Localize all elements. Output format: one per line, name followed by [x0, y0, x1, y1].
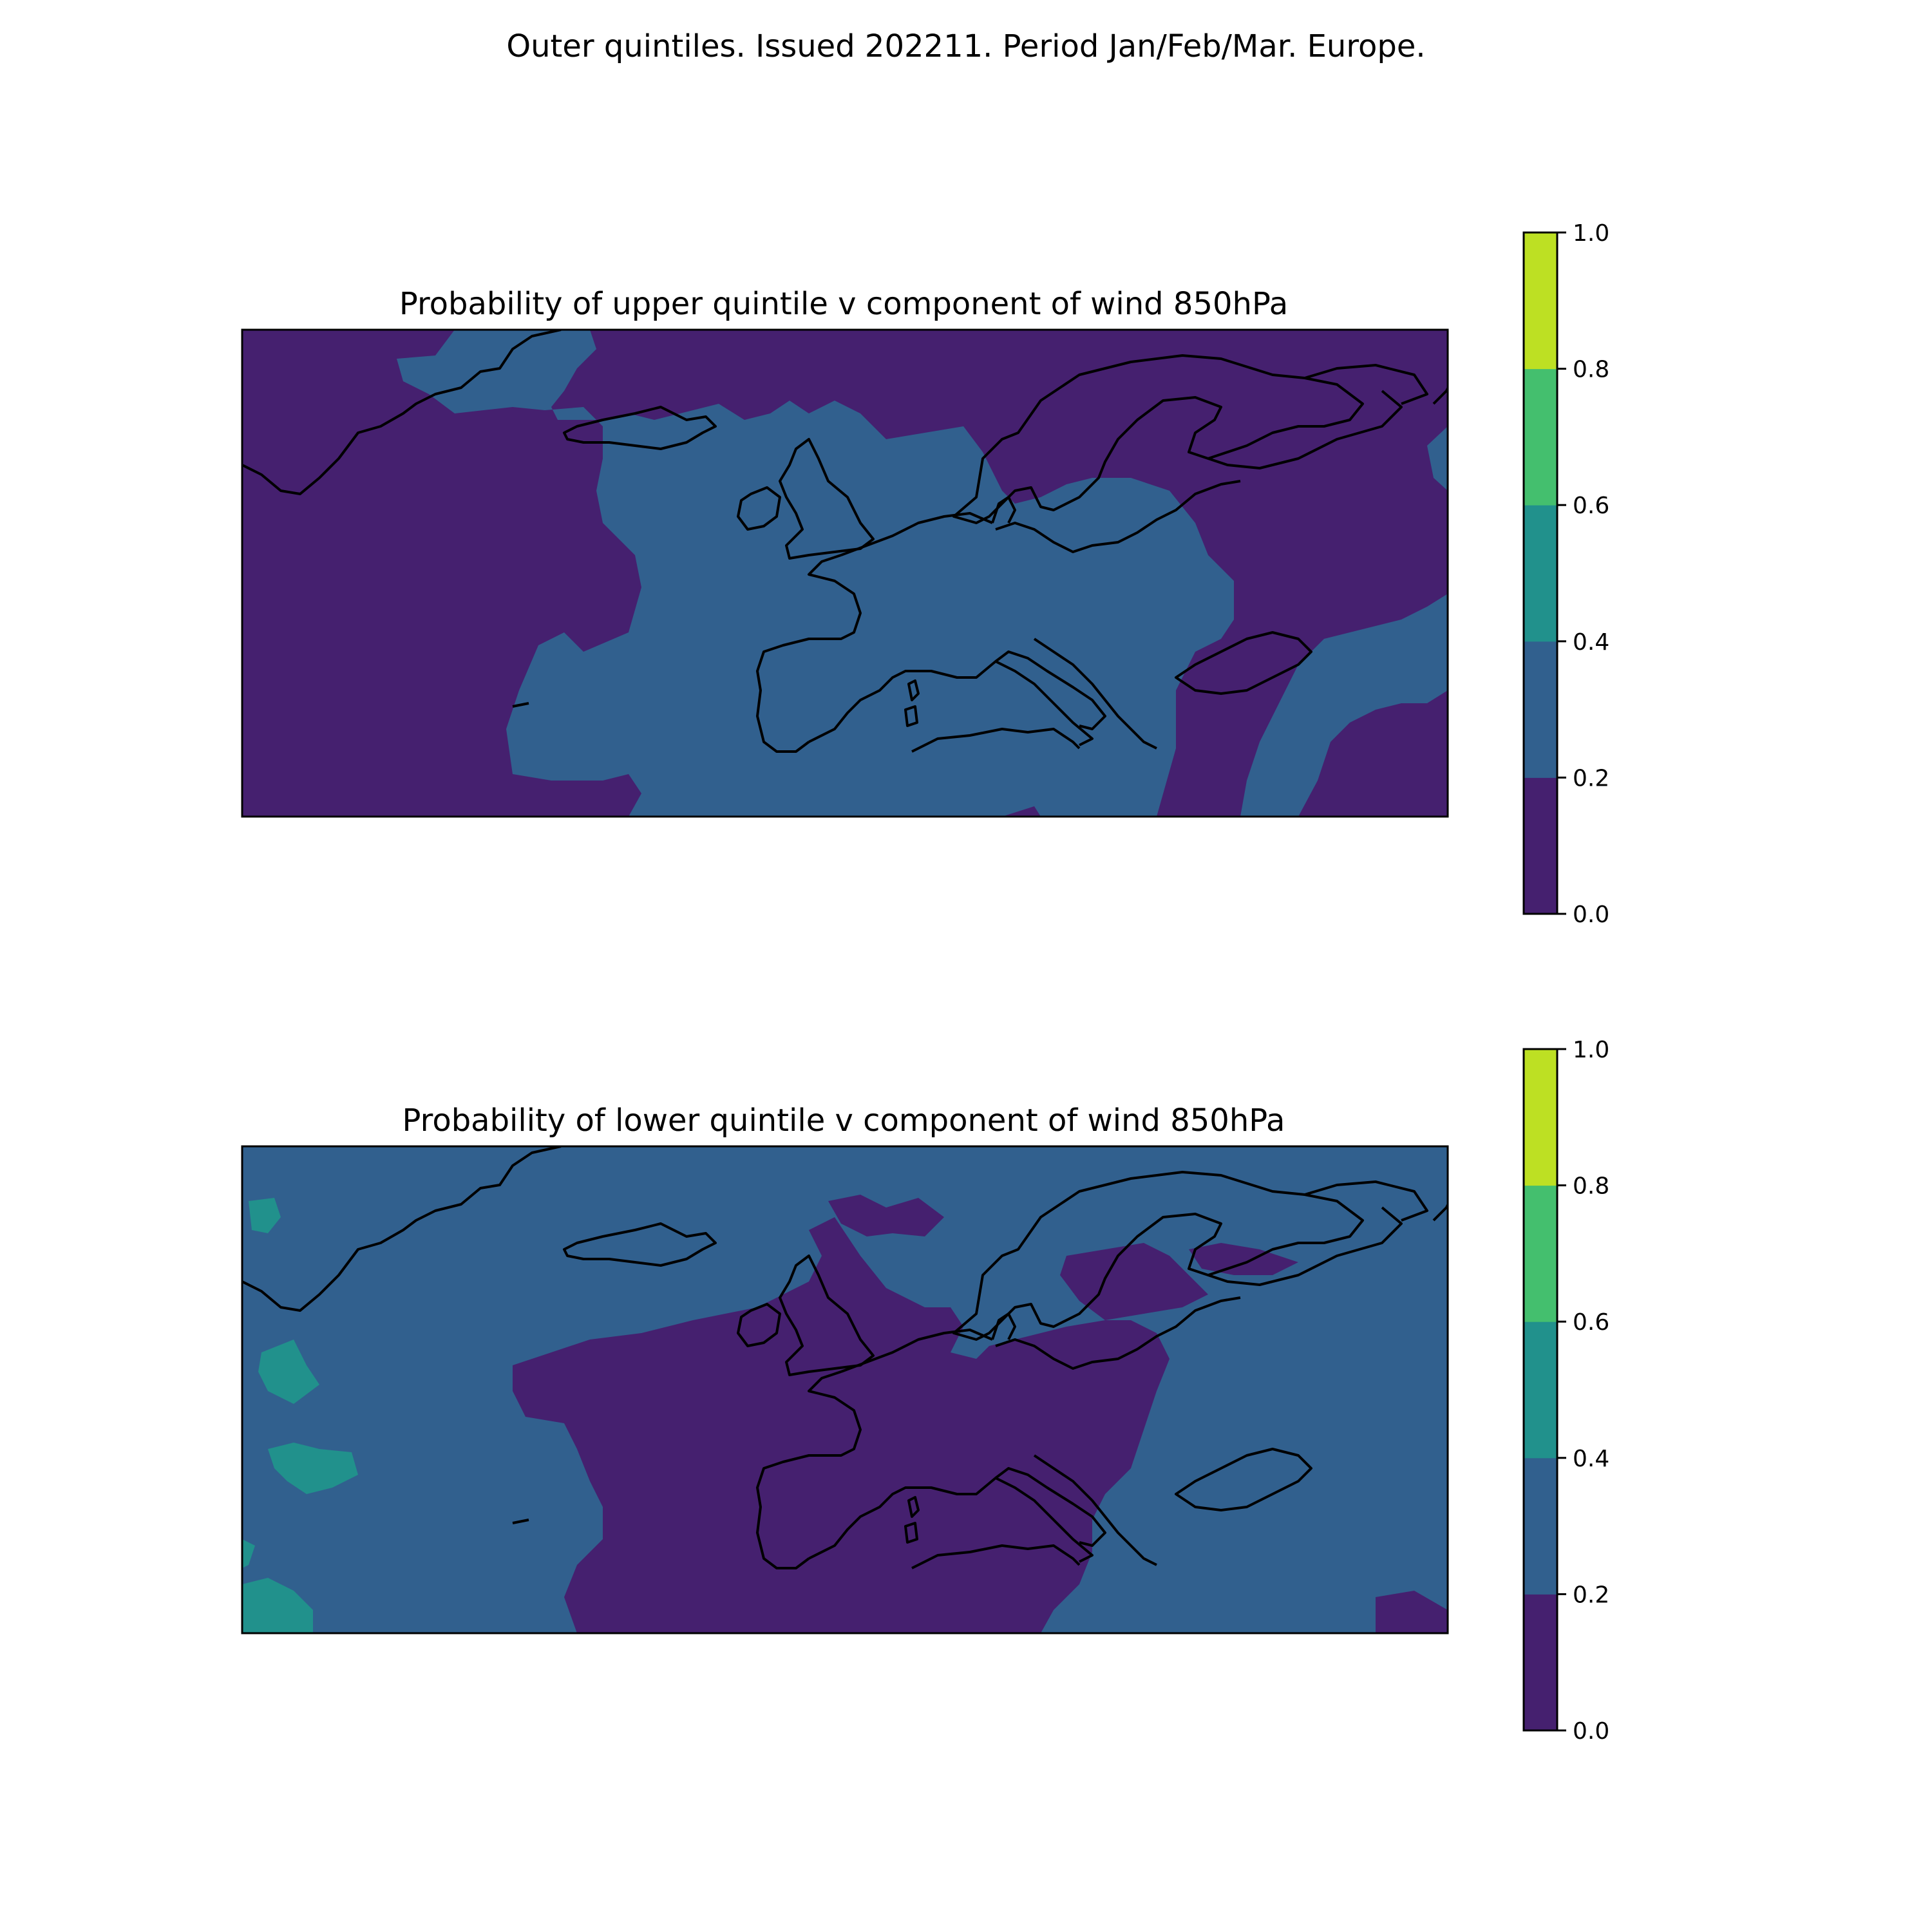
colorbar-segment: [1524, 505, 1557, 642]
probability-region-0.2-0.4: [397, 330, 1234, 817]
colorbar-tick-label: 0.6: [1573, 493, 1609, 519]
colorbar-tick-label: 1.0: [1573, 1037, 1609, 1063]
colorbar-frame: [1522, 1048, 1558, 1732]
probability-region-0.0-0.2-baltic: [1060, 1243, 1208, 1320]
colorbar-frame: [1522, 231, 1558, 915]
probability-region-0.2-0.4-east: [1240, 594, 1448, 817]
probability-region-0.0-0.2-north: [828, 1195, 944, 1236]
colorbar-tick-label: 0.8: [1573, 357, 1609, 383]
colorbar-segment: [1524, 1185, 1557, 1322]
colorbar-tick-label: 0.4: [1573, 629, 1609, 656]
colorbar-segment: [1524, 1594, 1557, 1731]
probability-region-0.4-0.6: [242, 1539, 255, 1568]
colorbar-segment: [1524, 1049, 1557, 1186]
colorbar: 0.0 0.2 0.4 0.6 0.8 1.0: [1522, 220, 1609, 928]
map-plot-area: [242, 330, 1448, 817]
colorbar-tick-label: 0.0: [1573, 1718, 1609, 1745]
probability-region-0.0-0.2-se: [1376, 1591, 1448, 1633]
colorbar-tick-label: 0.6: [1573, 1309, 1609, 1336]
colorbar-segment: [1524, 641, 1557, 778]
probability-region-0.0-0.2: [513, 1217, 1170, 1633]
colorbar-segment: [1524, 1321, 1557, 1459]
probability-region-0.4-0.6: [249, 1198, 281, 1233]
colorbar-segment: [1524, 232, 1557, 370]
probability-region-0.0-0.2-ne: [1189, 1243, 1298, 1275]
colorbar-segment: [1524, 1457, 1557, 1595]
colorbar-tick-label: 0.2: [1573, 1582, 1609, 1608]
map-frame: [241, 1145, 1449, 1634]
figure-suptitle: Outer quintiles. Issued 202211. Period J…: [506, 28, 1425, 64]
panel-title: Probability of lower quintile v componen…: [402, 1103, 1285, 1139]
panel-upper-quintile: Probability of upper quintile v componen…: [241, 220, 1609, 928]
colorbar-segment: [1524, 777, 1557, 914]
panel-title: Probability of upper quintile v componen…: [399, 286, 1288, 322]
probability-region-0.4-0.6: [258, 1340, 319, 1404]
colorbar-tick-label: 0.8: [1573, 1173, 1609, 1200]
map-plot-area: [242, 1146, 1448, 1633]
colorbar-tick-label: 0.0: [1573, 902, 1609, 928]
probability-region-0.4-0.6: [242, 1578, 313, 1633]
colorbar-segment: [1524, 368, 1557, 506]
panel-lower-quintile: Probability of lower quintile v componen…: [241, 1037, 1609, 1745]
colorbar-tick-label: 0.4: [1573, 1446, 1609, 1472]
colorbar-tick-label: 0.2: [1573, 765, 1609, 791]
map-frame: [241, 328, 1449, 818]
colorbar-tick-label: 1.0: [1573, 220, 1609, 247]
probability-region-0.2-0.4-ne: [1427, 426, 1448, 491]
colorbar: 0.0 0.2 0.4 0.6 0.8 1.0: [1522, 1037, 1609, 1745]
probability-region-0.4-0.6: [268, 1443, 358, 1494]
